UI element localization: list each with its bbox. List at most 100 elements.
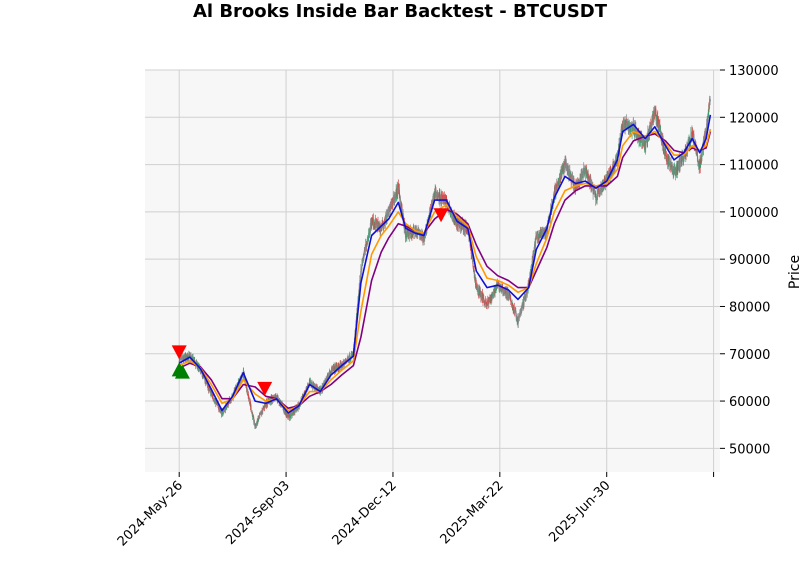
candle-body [472,263,474,268]
candle-body [245,384,247,388]
candle-body [264,404,266,408]
x-tick-label: 2025-Mar-22 [438,478,507,547]
candle-body [683,152,685,162]
candle-body [625,124,627,129]
candle-body [247,394,249,398]
candle-body [700,155,702,159]
candle-body [246,387,248,393]
candle-body [531,260,533,268]
chart-title: Al Brooks Inside Bar Backtest - BTCUSDT [193,1,608,22]
candle-body [493,289,495,292]
series-line-fast [178,114,712,414]
candle-body [709,99,711,101]
candle-body [314,384,316,390]
candle-body [557,185,558,189]
y-tick-label: 60000 [729,395,770,410]
candle-body [629,129,631,132]
candle-body [313,385,315,387]
candle-body [533,256,534,260]
candle-body [396,189,398,197]
candle-body [534,244,536,250]
candle-body [581,171,583,181]
candle-body [470,249,472,255]
candle-body [478,288,479,295]
candle-body [201,372,203,377]
candle-body [285,411,287,414]
candle-body [294,407,296,413]
candle-body [327,376,329,379]
candle-body [653,110,655,119]
candle-body [221,410,223,415]
candle-body [406,231,408,240]
candle-body [623,119,625,126]
candle-body [523,297,525,305]
candle-body [373,218,375,224]
candle-body [486,303,488,305]
candle-body [258,418,260,421]
candle-body [456,221,458,228]
sell-marker [257,381,273,396]
candle-body [559,177,561,183]
candle-body [479,294,481,297]
candle-body [692,137,694,140]
candle-body [398,185,400,191]
grid-lines [145,69,720,472]
candle-body [188,354,190,360]
candle-body [185,355,187,359]
candle-body [349,355,351,361]
candle-body [382,221,384,226]
candle-body [581,171,583,174]
candle-body [563,163,565,172]
candle-body [568,170,570,177]
candle-body [588,176,589,180]
y-tick-label: 90000 [729,253,770,268]
candle-body [408,232,410,239]
candle-body [498,286,500,288]
y-tick-label: 130000 [729,64,779,79]
sell-marker [433,208,449,223]
candle-body [382,225,384,227]
candle-body [472,259,474,264]
candle-body [521,304,523,311]
candle-body [567,166,569,174]
candle-body [663,147,665,152]
candle-body [374,220,376,228]
x-tick-label: 2024-Sep-03 [223,478,293,548]
candle-body [672,164,674,173]
candle-body [411,232,413,237]
candle-body [357,303,359,305]
candle-body [253,417,255,423]
candle-body [512,303,514,307]
candle-body [582,172,584,176]
candle-body [356,308,358,313]
candle-body [240,379,242,382]
moving-average-lines [178,114,712,414]
y-tick-label: 110000 [729,159,779,174]
candle-body [493,291,495,295]
candle-body [519,313,521,316]
candle-body [669,161,670,165]
candle-body [510,300,512,303]
candle-body [627,123,629,129]
candle-body [660,131,662,137]
candle-body [513,307,515,310]
candle-body [398,189,400,195]
candle-body [368,232,370,240]
candle-body [378,223,380,228]
candle-body [389,205,391,211]
candle-body [509,294,511,296]
candle-body [420,234,422,239]
candle-body [597,191,599,197]
candle-body [331,368,333,372]
x-tick-label: 2024-Dec-12 [330,478,400,548]
candle-body [665,153,667,154]
candle-body [593,189,595,190]
candle-body [545,231,546,236]
candle-body [279,404,281,405]
sell-marker [171,345,187,360]
trade-markers [171,208,449,396]
candle-body [210,392,212,396]
candle-body [475,283,477,290]
candle-body [293,409,295,412]
candle-body [671,165,673,168]
